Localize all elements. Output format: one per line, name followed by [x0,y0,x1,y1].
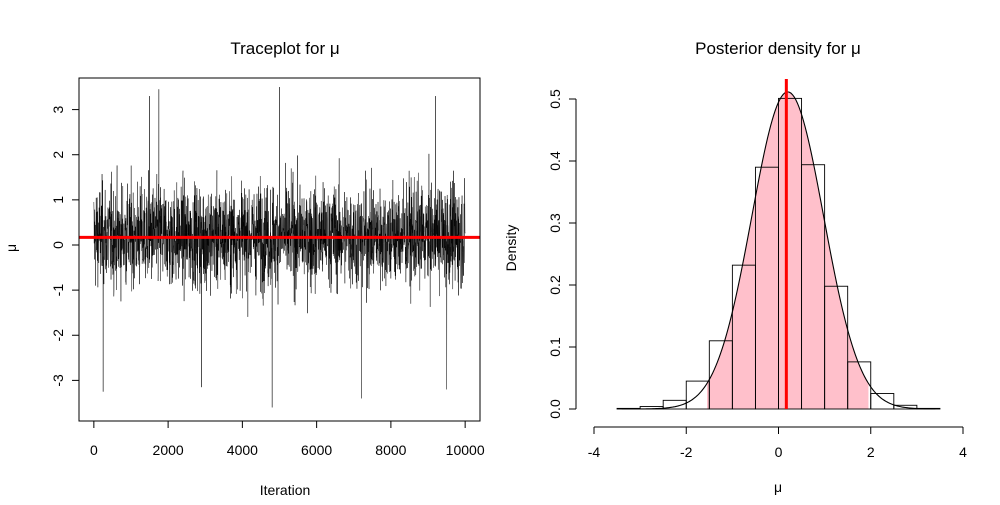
trace-x-tick-label: 10000 [446,442,485,458]
density-panel: Posterior density for μ μ Density -4 -2 0 2… [503,39,967,495]
trace-x-tick-label: 8000 [375,442,406,458]
trace-x-tick-label: 0 [90,442,98,458]
density-y-tick-label: 0.5 [547,89,563,109]
density-x-tick-label: 0 [775,444,783,460]
density-xlabel: μ [774,479,782,495]
traceplot-panel: Traceplot for μ Iteration μ 0 2000 4000 600… [3,39,485,498]
trace-y-tick-label: 2 [50,151,66,159]
density-x-tick-label: 4 [959,444,967,460]
trace-y-tick-label: -1 [50,284,66,297]
traceplot-ylabel: μ [3,244,19,252]
density-x-tick-label: -4 [588,444,601,460]
density-y-tick-label: 0.0 [547,399,563,419]
histogram-bar [847,361,872,410]
density-ticks: -4 -2 0 2 4 0.0 0.1 0.2 0.3 0.4 0.5 [547,89,967,460]
density-ylabel: Density [503,225,519,272]
histogram-bar [893,404,918,410]
density-y-tick-label: 0.1 [547,337,563,357]
density-histogram [616,97,941,410]
density-y-tick-label: 0.2 [547,275,563,295]
density-x-tick-label: -2 [680,444,693,460]
trace-y-tick-label: -2 [50,329,66,342]
trace-y-tick-label: -3 [50,374,66,387]
density-x-tick-label: 2 [867,444,875,460]
traceplot-xlabel: Iteration [260,482,311,498]
histogram-bar [824,285,849,410]
density-y-tick-label: 0.4 [547,151,563,171]
trace-series-line [93,87,466,408]
trace-y-tick-label: 1 [50,196,66,204]
trace-x-tick-label: 4000 [227,442,258,458]
traceplot-frame [78,77,481,422]
traceplot-title: Traceplot for μ [230,39,339,58]
trace-x-tick-label: 2000 [153,442,184,458]
trace-x-tick-label: 6000 [301,442,332,458]
traceplot-plot-area [79,87,480,408]
density-title: Posterior density for μ [695,39,861,58]
trace-y-tick-label: 0 [50,241,66,249]
histogram-bar [870,393,895,410]
trace-y-tick-label: 3 [50,105,66,113]
density-curve [621,91,936,410]
density-y-tick-label: 0.3 [547,213,563,233]
